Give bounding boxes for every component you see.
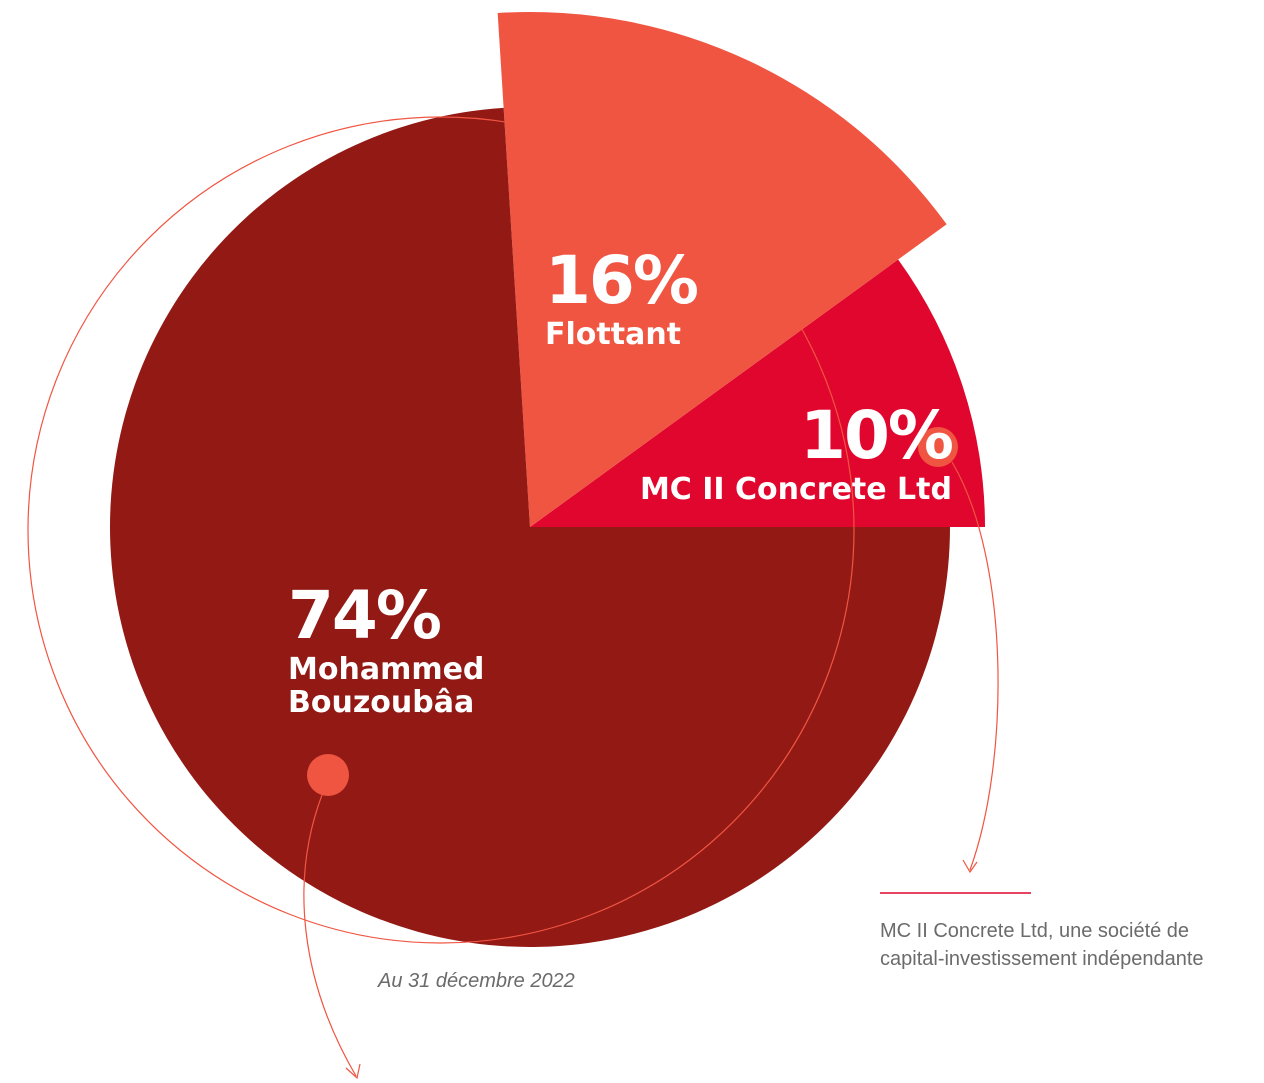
- slice-label: 16% Flottant: [545, 242, 745, 352]
- marker-dot: [918, 427, 958, 467]
- arrow: [303, 794, 357, 1077]
- slices: [110, 11, 985, 948]
- annotation: Au 31 décembre 2022: [378, 970, 575, 992]
- category-label: Flottant: [545, 316, 682, 352]
- arrow: [951, 461, 999, 871]
- pie-slice: [497, 11, 947, 527]
- decorative-ring: [27, 116, 855, 944]
- slice-label: 10% MC II Concrete Ltd: [622, 397, 954, 507]
- pie-slice: [530, 259, 985, 527]
- value-label: 16%: [545, 242, 699, 319]
- value-label: 10%: [800, 397, 954, 474]
- note: MC II Concrete Ltd, une société de capit…: [880, 920, 1204, 970]
- value-label: 74%: [288, 577, 442, 654]
- category-label: MC II Concrete Ltd: [639, 471, 952, 507]
- pie-slice: [110, 107, 951, 948]
- slice-label: 74% Mohammed Bouzoubâa: [288, 577, 548, 720]
- marker-dot: [307, 754, 349, 796]
- arrow-head: [962, 859, 978, 874]
- category-label: Mohammed Bouzoubâa: [288, 651, 485, 720]
- arrow-head: [345, 1063, 361, 1080]
